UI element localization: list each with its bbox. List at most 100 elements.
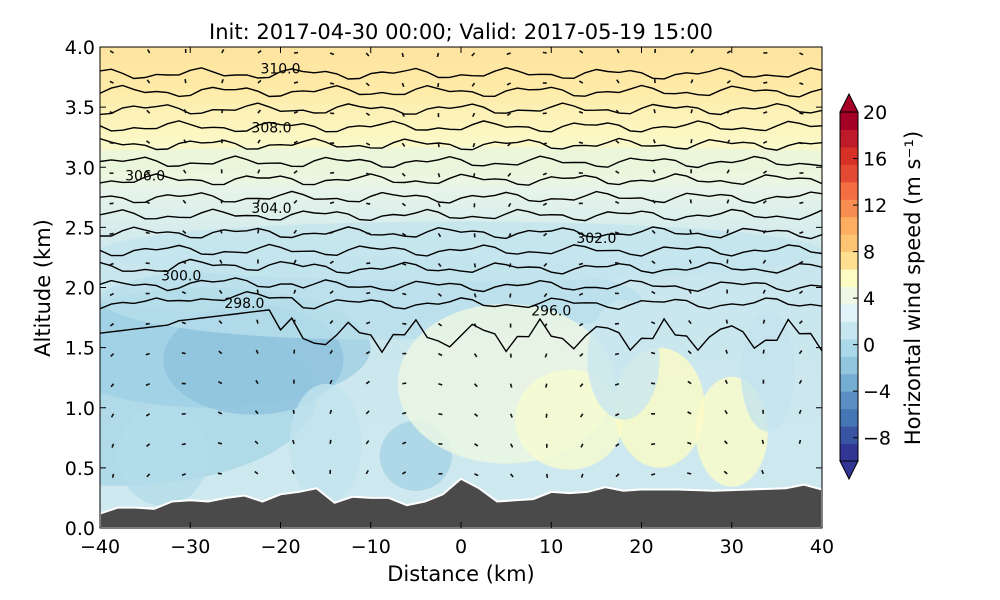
wind-vector [473,263,477,268]
wind-vector [220,199,223,204]
wind-vector [724,410,728,415]
colorbar-tick-label: 0 [863,335,875,357]
colorbar-swatch [840,321,858,340]
wind-vector [255,349,259,354]
wind-vector [292,409,295,414]
wind-vector [650,443,656,446]
y-tick-label: 2.5 [65,217,95,239]
wind-vector [799,82,804,86]
colorbar-tick-label: −8 [863,428,891,450]
contour-label: 304.0 [251,201,291,217]
wind-vector [255,379,259,385]
wind-vector [437,292,442,297]
wind-vector [293,259,297,264]
wind-vector [474,413,479,417]
wind-vector [688,289,692,294]
wind-vector [580,473,584,478]
wind-vector [798,439,802,445]
wind-vector [110,383,115,388]
wind-vector [293,319,296,324]
contour-label: 296.0 [531,303,571,319]
wind-vector [146,79,151,84]
wind-vector [510,473,514,478]
wind-vector [365,440,370,445]
wind-vector [401,202,406,207]
wind-vector [687,411,692,415]
wind-vector [615,109,620,114]
wind-vector [293,170,298,174]
wind-vector [652,199,656,204]
wind-vector [365,82,370,87]
y-tick-label: 1.0 [65,398,95,420]
wind-vector [651,229,656,234]
wind-vector [329,230,335,235]
wind-vector [763,81,768,84]
wind-vector [578,292,584,296]
wind-vector [578,141,584,144]
wind-vector [650,351,656,355]
contour-line [100,84,822,98]
wind-vector [687,380,692,385]
colorbar-label: Horizontal wind speed (m s⁻¹) [901,131,925,445]
wind-vector [725,349,728,354]
wind-vector [761,439,765,445]
y-tick-label: 0.0 [65,518,95,540]
contour-labels: 310.0 308.0 306.0 304.0 302.0 300.0 298.0 296.0 [125,62,616,320]
wind-vector [111,473,115,478]
wind-vector [651,321,656,325]
wind-vector [726,139,731,144]
wind-vector [402,382,407,385]
x-tick-label: −20 [260,536,300,558]
colorbar-swatch [840,356,858,375]
wind-vector [687,472,692,475]
wind-vector [726,229,729,234]
wind-vector [762,229,767,234]
wind-vector [182,230,187,234]
wind-vector [365,52,370,57]
wind-vector [292,439,295,445]
wind-vector [402,411,407,415]
y-tick-label: 0.5 [65,458,95,480]
contour-label: 300.0 [161,268,201,284]
wind-vector [437,203,441,208]
wind-vector [438,352,443,357]
plot-area [100,47,822,528]
wind-vector [762,349,765,354]
wind-vector [542,51,547,54]
x-tick-label: −40 [80,536,120,558]
x-axis-label: Distance (km) [387,562,535,586]
colorbar-extend-max [839,92,859,113]
wind-vector [401,52,405,58]
x-tick-label: 30 [720,536,744,558]
wind-vector [109,80,114,84]
wind-vector [145,231,150,235]
colorbar-tick-label: −4 [863,381,891,403]
wind-vector [472,173,476,178]
wind-vector [437,322,443,327]
wind-vector [329,379,333,385]
wind-vector [651,260,656,265]
wind-vector [218,320,223,325]
x-axis-ticks: −40 −30 −20 −10 0 10 20 30 40 [80,47,834,558]
wind-vector [473,353,478,358]
wind-vector [181,260,187,265]
wind-vector [436,52,440,58]
wind-vector [365,351,371,355]
colorbar-tick-label: 12 [863,195,887,217]
wind-vector [798,349,803,355]
wind-vector [219,229,223,234]
colorbar-swatch [840,129,858,148]
wind-vector [218,289,223,294]
colorbar-swatch [840,338,858,357]
colorbar-swatch [840,251,858,270]
wind-vector [615,170,620,174]
wind-vector [690,139,693,144]
wind-speed-patch [100,221,822,282]
wind-vector [474,473,479,477]
x-tick-label: −30 [170,536,210,558]
wind-speed-patch [587,299,660,420]
contour-label: 306.0 [125,169,165,185]
colorbar-swatch [840,303,858,322]
wind-vector [437,262,442,268]
wind-vector [257,79,262,84]
